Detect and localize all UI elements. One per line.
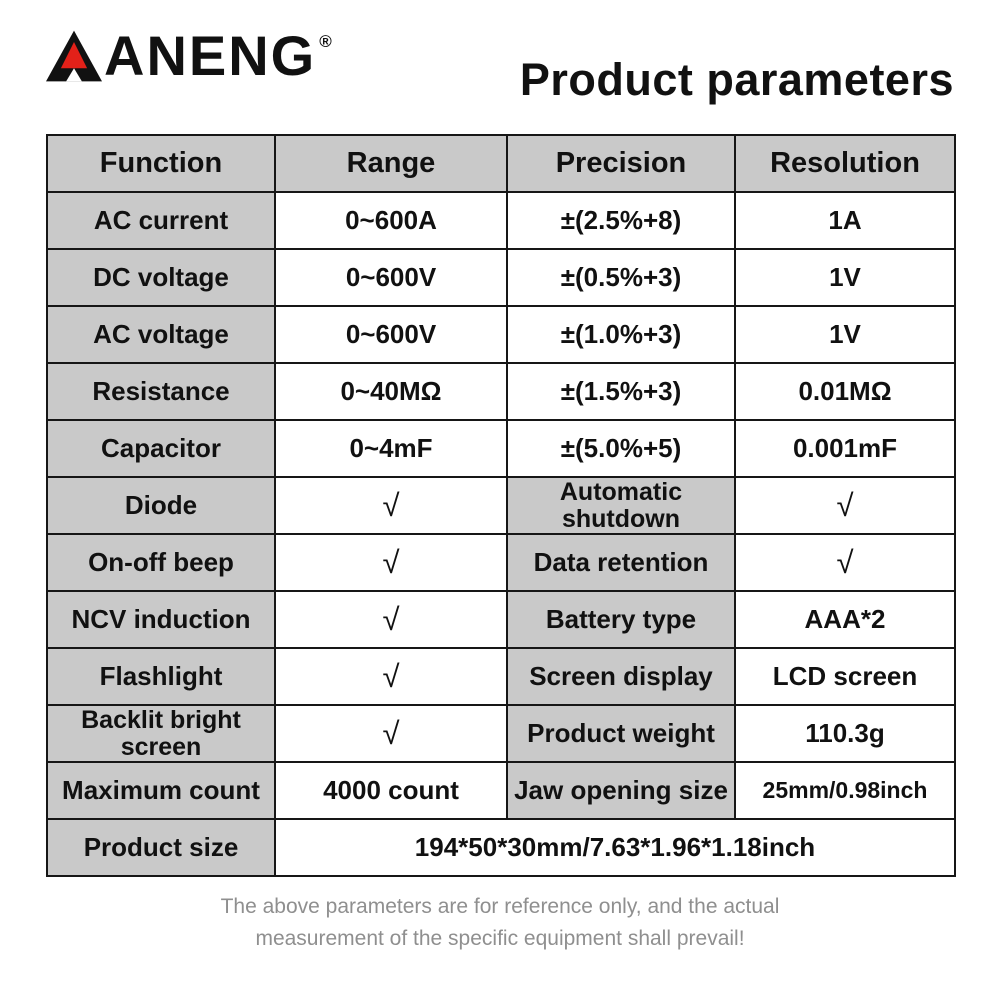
row-label-cell: Automatic shutdown xyxy=(506,476,736,535)
footnote-line1: The above parameters are for reference o… xyxy=(220,895,780,918)
header-resolution: Resolution xyxy=(734,134,956,193)
table-header-row: Function Range Precision Resolution xyxy=(46,134,956,193)
header: ANENG ® Product parameters xyxy=(46,22,954,130)
row-value-cell: ±(2.5%+8) xyxy=(506,191,736,250)
checkmark-cell: √ xyxy=(274,590,508,649)
table-row: Resistance 0~40MΩ ±(1.5%+3) 0.01MΩ xyxy=(46,362,956,421)
checkmark-cell: √ xyxy=(274,647,508,706)
row-label-cell: Battery type xyxy=(506,590,736,649)
row-value-cell: 25mm/0.98inch xyxy=(734,761,956,820)
table-row: NCV induction √ Battery type AAA*2 xyxy=(46,590,956,649)
checkmark-cell: √ xyxy=(274,476,508,535)
footnote: The above parameters are for reference o… xyxy=(46,891,954,954)
checkmark-cell: √ xyxy=(734,476,956,535)
row-value-cell: 0~4mF xyxy=(274,419,508,478)
table-row: Backlit bright screen √ Product weight 1… xyxy=(46,704,956,763)
row-value-cell: LCD screen xyxy=(734,647,956,706)
row-value-cell: 1V xyxy=(734,248,956,307)
table-row: DC voltage 0~600V ±(0.5%+3) 1V xyxy=(46,248,956,307)
row-label-cell: AC voltage xyxy=(46,305,276,364)
checkmark-cell: √ xyxy=(274,533,508,592)
logo-a-icon xyxy=(46,28,102,84)
footnote-line2: measurement of the specific equipment sh… xyxy=(255,926,745,950)
table-row: Maximum count 4000 count Jaw opening siz… xyxy=(46,761,956,820)
row-label-cell: Product size xyxy=(46,818,276,877)
row-value-cell: ±(1.0%+3) xyxy=(506,305,736,364)
checkmark-cell: √ xyxy=(274,704,508,763)
registered-mark: ® xyxy=(319,32,332,51)
header-range: Range xyxy=(274,134,508,193)
checkmark-cell: √ xyxy=(734,533,956,592)
table-row: Capacitor 0~4mF ±(5.0%+5) 0.001mF xyxy=(46,419,956,478)
brand-logo: ANENG ® xyxy=(46,22,332,84)
row-label-cell: DC voltage xyxy=(46,248,276,307)
row-value-cell: AAA*2 xyxy=(734,590,956,649)
table-row: AC current 0~600A ±(2.5%+8) 1A xyxy=(46,191,956,250)
row-value-cell: 0~600V xyxy=(274,305,508,364)
row-value-cell: 4000 count xyxy=(274,761,508,820)
row-label-cell: On-off beep xyxy=(46,533,276,592)
row-value-cell: 1V xyxy=(734,305,956,364)
product-size-value-cell: 194*50*30mm/7.63*1.96*1.18inch xyxy=(274,818,956,877)
row-value-cell: 110.3g xyxy=(734,704,956,763)
row-label-cell: Flashlight xyxy=(46,647,276,706)
header-function: Function xyxy=(46,134,276,193)
row-value-cell: 0.001mF xyxy=(734,419,956,478)
row-label-cell: Backlit bright screen xyxy=(46,704,276,763)
page-title: Product parameters xyxy=(519,54,954,105)
row-value-cell: ±(0.5%+3) xyxy=(506,248,736,307)
table-row: Flashlight √ Screen display LCD screen xyxy=(46,647,956,706)
row-value-cell: 1A xyxy=(734,191,956,250)
row-value-cell: 0~600A xyxy=(274,191,508,250)
row-label-cell: NCV induction xyxy=(46,590,276,649)
row-value-cell: 0.01MΩ xyxy=(734,362,956,421)
row-label-cell: Maximum count xyxy=(46,761,276,820)
header-precision: Precision xyxy=(506,134,736,193)
table-row: AC voltage 0~600V ±(1.0%+3) 1V xyxy=(46,305,956,364)
row-label-cell: Capacitor xyxy=(46,419,276,478)
row-label-cell: Product weight xyxy=(506,704,736,763)
table-row: Product size 194*50*30mm/7.63*1.96*1.18i… xyxy=(46,818,956,877)
row-value-cell: 0~600V xyxy=(274,248,508,307)
table-row: Diode √ Automatic shutdown √ xyxy=(46,476,956,535)
row-label-cell: Diode xyxy=(46,476,276,535)
row-value-cell: ±(1.5%+3) xyxy=(506,362,736,421)
row-label-cell: Jaw opening size xyxy=(506,761,736,820)
row-label-cell: AC current xyxy=(46,191,276,250)
parameters-table: Function Range Precision Resolution AC c… xyxy=(46,134,956,877)
row-value-cell: ±(5.0%+5) xyxy=(506,419,736,478)
table-row: On-off beep √ Data retention √ xyxy=(46,533,956,592)
row-label-cell: Data retention xyxy=(506,533,736,592)
row-label-cell: Resistance xyxy=(46,362,276,421)
brand-name: ANENG xyxy=(104,24,317,87)
row-label-cell: Screen display xyxy=(506,647,736,706)
row-value-cell: 0~40MΩ xyxy=(274,362,508,421)
